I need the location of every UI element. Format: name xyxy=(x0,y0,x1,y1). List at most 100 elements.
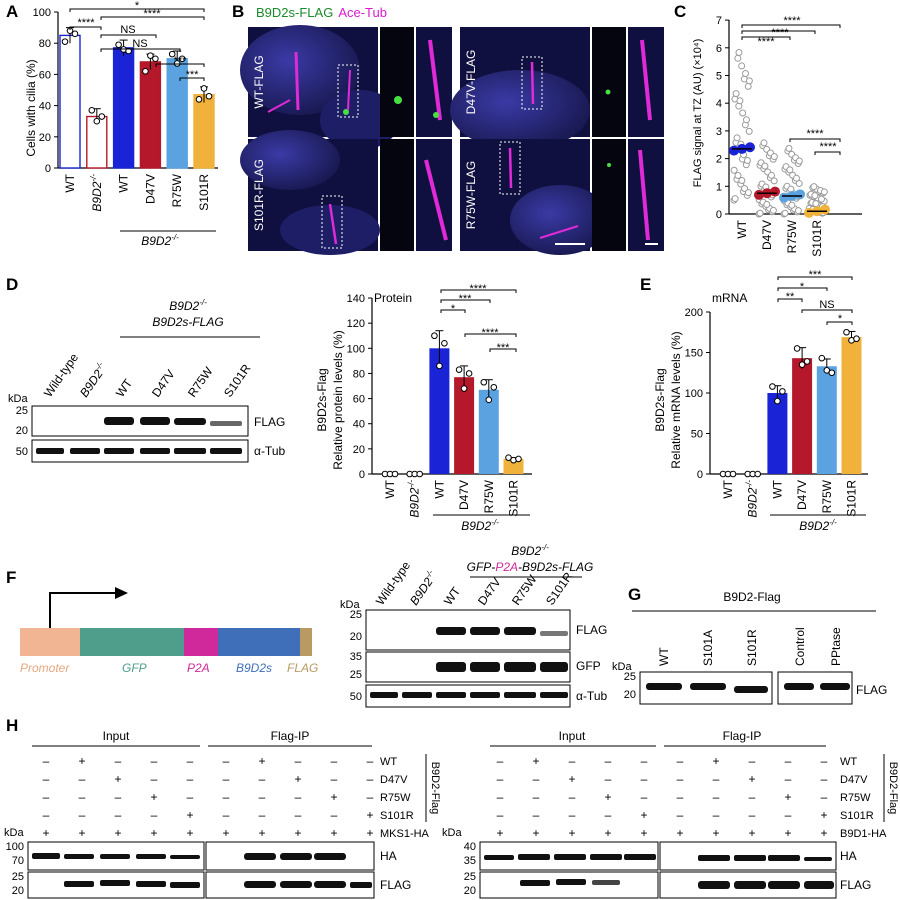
replicate-point xyxy=(754,470,762,478)
data-point xyxy=(812,200,820,208)
data-point xyxy=(760,139,768,147)
y-tick-label: 60 xyxy=(39,69,51,81)
panel-e-group-label: B9D2-/- xyxy=(799,518,837,533)
panel-e-ylabel1: B9D2s-Flag xyxy=(653,368,667,431)
sig-label: *** xyxy=(174,55,188,67)
bar xyxy=(478,389,499,474)
band-label: FLAG xyxy=(856,683,887,697)
replicate-point xyxy=(142,67,149,75)
x-tick-label: WT xyxy=(117,173,131,192)
minus-mark: – xyxy=(821,754,828,768)
y-tick-label: 60 xyxy=(353,394,365,406)
mean-point xyxy=(770,186,780,197)
marker: 25 xyxy=(12,871,24,883)
plus-mark: + xyxy=(532,826,539,840)
sig-label: **** xyxy=(469,283,487,295)
replicate-point xyxy=(485,396,493,404)
plus-mark: + xyxy=(186,808,193,822)
y-tick-label: 200 xyxy=(685,307,703,319)
x-tick-label: S101R xyxy=(845,480,859,517)
data-point xyxy=(770,153,778,161)
bar xyxy=(193,93,215,169)
y-tick-label: 20 xyxy=(39,132,51,144)
minus-mark: – xyxy=(223,808,230,822)
plus-mark: + xyxy=(330,790,337,804)
panel-d-group-label: B9D2-/- xyxy=(461,518,499,533)
replicate-point xyxy=(460,385,468,392)
plus-mark: + xyxy=(330,826,337,840)
mean-point xyxy=(795,189,805,200)
data-point xyxy=(742,69,750,77)
minus-mark: – xyxy=(785,754,792,768)
minus-mark: – xyxy=(43,754,50,768)
panel-e: E mRNA B9D2s-Flag Relative mRNA levels (… xyxy=(640,269,868,533)
plus-mark: + xyxy=(150,826,157,840)
marker: 20 xyxy=(464,885,476,897)
plus-mark: + xyxy=(820,808,827,822)
minus-mark: – xyxy=(151,772,158,786)
blot-f-title1: B9D2-/- xyxy=(511,543,549,558)
data-point xyxy=(742,116,750,124)
minus-mark: – xyxy=(295,808,302,822)
replicate-point xyxy=(195,96,203,103)
replicate-point xyxy=(515,455,522,463)
panel-d-bars xyxy=(381,330,524,478)
plus-mark: + xyxy=(366,808,373,822)
replicate-point xyxy=(774,397,781,405)
panel-c: C FLAG signal at TZ (AU) (×10⁴) 0 1 2 3 4 5 6 7… xyxy=(674,2,862,257)
marker: 25 xyxy=(16,405,28,417)
replicate-point xyxy=(115,41,122,49)
replicate-point xyxy=(71,30,79,38)
minus-mark: – xyxy=(497,772,504,786)
plus-mark: + xyxy=(820,826,827,840)
x-tick-label: WT xyxy=(383,479,397,498)
h-row-label: D47V xyxy=(380,774,408,786)
y-tick-label: 6 xyxy=(716,43,722,55)
minus-mark: – xyxy=(295,790,302,804)
minus-mark: – xyxy=(331,754,338,768)
sig-label: NS xyxy=(132,38,147,50)
plus-mark: + xyxy=(78,826,85,840)
bar xyxy=(139,61,162,169)
minus-mark: – xyxy=(79,808,86,822)
replicate-point xyxy=(178,55,186,63)
bar xyxy=(59,34,81,169)
marker: 70 xyxy=(12,855,24,867)
lane-label: S101R xyxy=(221,361,254,399)
band-label: α-Tub xyxy=(254,444,285,458)
replicate-point xyxy=(200,85,208,92)
sig-label: * xyxy=(800,281,805,293)
minus-mark: – xyxy=(367,772,374,786)
band-label: FLAG xyxy=(576,623,607,637)
x-tick-label: S101R xyxy=(810,220,824,257)
data-point xyxy=(770,177,778,185)
marker: 20 xyxy=(16,425,28,437)
h-row-label: D47V xyxy=(840,774,868,786)
minus-mark: – xyxy=(605,772,612,786)
blot-g-title: B9D2-Flag xyxy=(723,590,780,604)
marker: 20 xyxy=(12,885,24,897)
chart-title: mRNA xyxy=(712,291,747,305)
minus-mark: – xyxy=(43,772,50,786)
plus-mark: + xyxy=(568,772,575,786)
sig-label: * xyxy=(135,0,140,12)
panel-h: H Input Flag-IP – + – – – – + – – – – – + – – – – + – – – – – +… xyxy=(4,716,899,899)
plus-mark: + xyxy=(532,754,539,768)
h-ip-label: Flag-IP xyxy=(723,729,762,743)
plus-mark: + xyxy=(712,754,719,768)
panel-a-group-label: B9D2-/- xyxy=(141,233,179,248)
bar xyxy=(767,393,788,474)
x-tick-label: WT xyxy=(735,219,749,238)
marker: 50 xyxy=(16,446,28,458)
lane-label: S101R xyxy=(745,629,759,666)
minus-mark: – xyxy=(677,772,684,786)
data-point xyxy=(745,127,753,135)
data-point xyxy=(741,185,749,193)
data-point xyxy=(763,201,771,209)
data-point xyxy=(788,201,796,209)
plus-mark: + xyxy=(784,826,791,840)
sig-label: NS xyxy=(120,24,135,36)
sig-label: *** xyxy=(186,69,200,81)
data-point xyxy=(735,49,743,57)
